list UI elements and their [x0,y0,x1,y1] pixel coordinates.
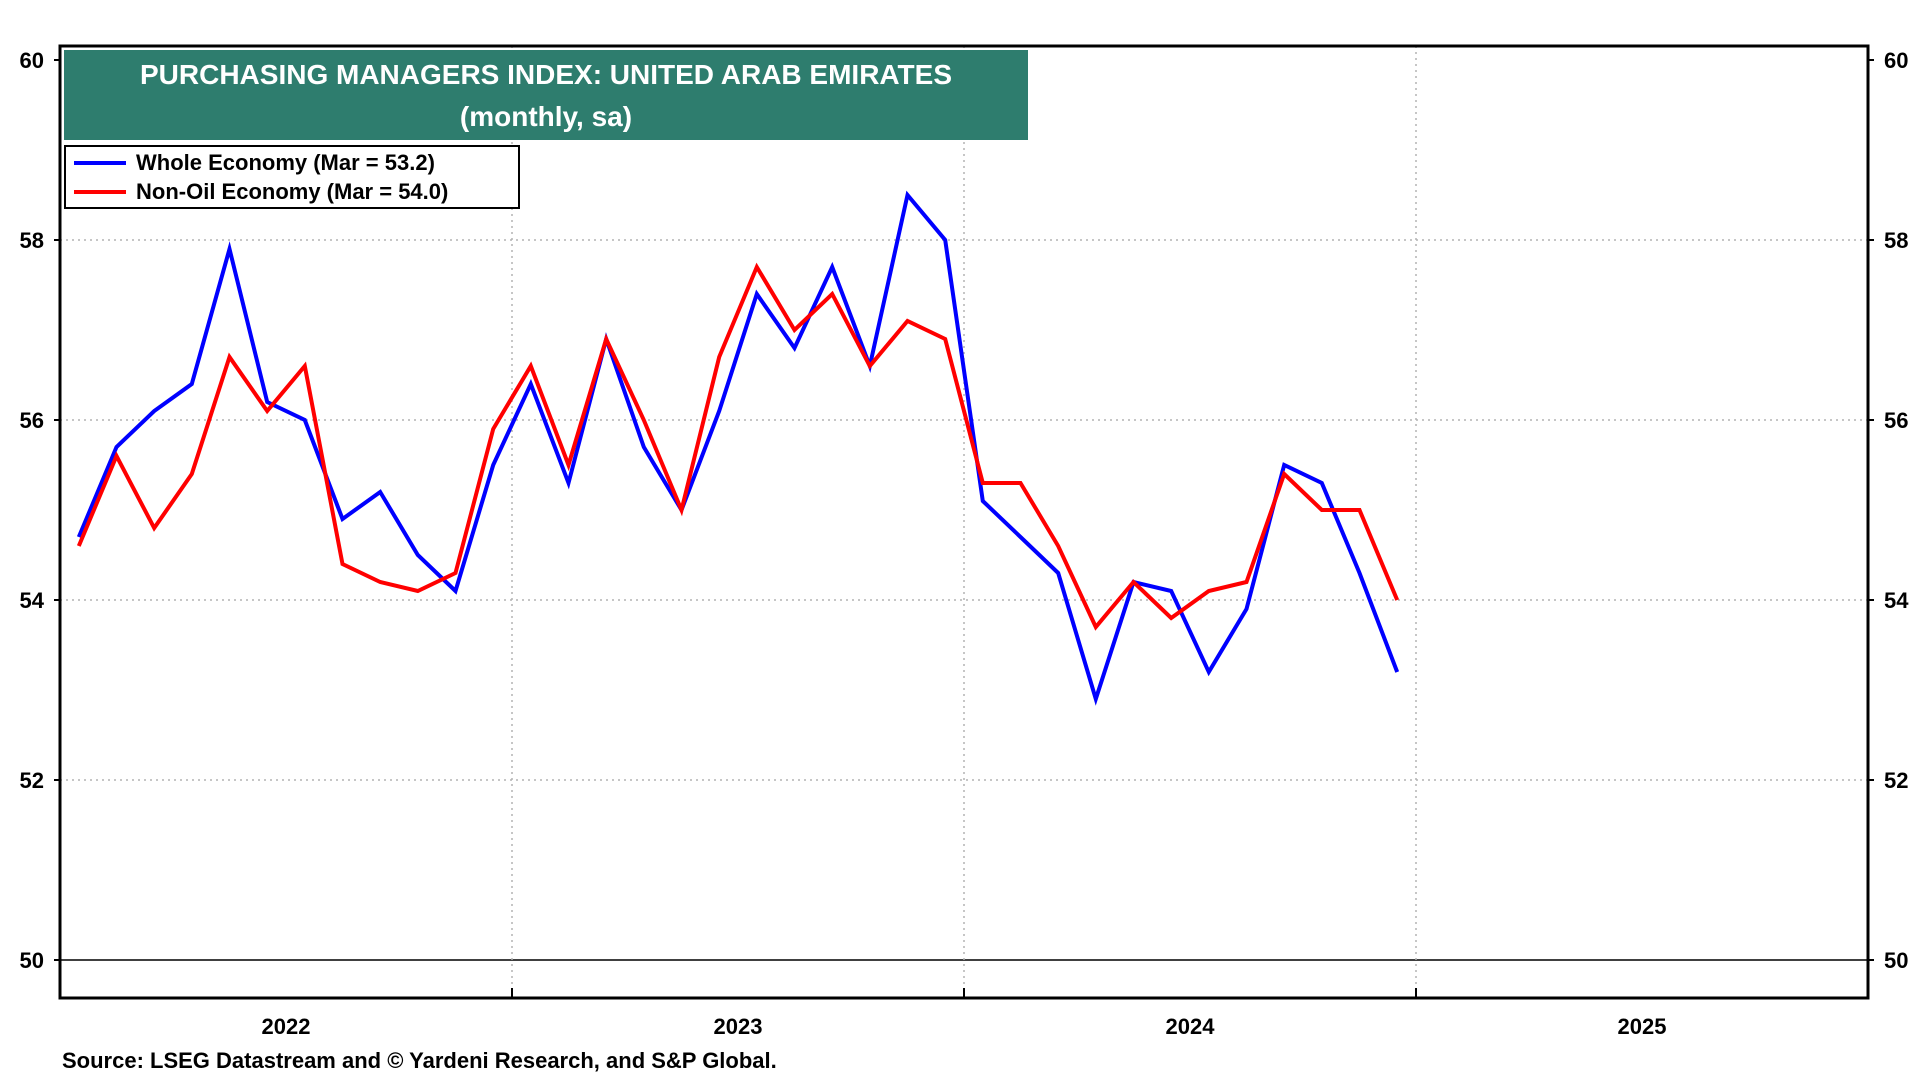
legend-item-whole: Whole Economy (Mar = 53.2) [66,149,518,176]
chart-subtitle: (monthly, sa) [459,101,633,132]
source-note: Source: LSEG Datastream and © Yardeni Re… [62,1048,777,1073]
plot-frame [58,44,1870,1000]
legend-label-nonoil: Non-Oil Economy (Mar = 54.0) [136,178,449,204]
chart-title-box: PURCHASING MANAGERS INDEX: UNITED ARAB E… [64,50,1028,140]
series-line-non-oil-economy [76,262,1400,631]
y-tick-left-52: 52 [20,768,44,793]
legend-swatch-whole [74,160,126,165]
grid-layer [60,46,1868,998]
y-tick-right-56: 56 [1884,408,1908,433]
y-tick-right-58: 58 [1884,228,1908,253]
label-layer: 50 50 52 52 54 54 56 56 58 58 60 60 2022 2023 2024 2025 [20,48,1910,1039]
y-tick-right-60: 60 [1884,48,1908,73]
x-tick-label-2025: 2025 [1618,1014,1667,1039]
x-tick-label-2023: 2023 [714,1014,763,1039]
axis-layer [54,44,1874,1000]
legend-label-whole: Whole Economy (Mar = 53.2) [136,149,435,175]
y-tick-right-54: 54 [1884,588,1909,613]
y-tick-right-52: 52 [1884,768,1908,793]
y-tick-left-58: 58 [20,228,44,253]
y-tick-left-60: 60 [20,48,44,73]
legend-swatch-nonoil [74,189,126,194]
x-tick-label-2024: 2024 [1166,1014,1216,1039]
chart-title: PURCHASING MANAGERS INDEX: UNITED ARAB E… [139,59,953,90]
y-tick-left-54: 54 [20,588,45,613]
series-line-whole-economy [76,190,1400,706]
legend-item-nonoil: Non-Oil Economy (Mar = 54.0) [66,178,518,205]
legend: Whole Economy (Mar = 53.2) Non-Oil Econo… [64,145,520,209]
series-layer [76,190,1400,706]
y-tick-left-50: 50 [20,948,44,973]
x-tick-label-2022: 2022 [262,1014,311,1039]
y-tick-right-50: 50 [1884,948,1908,973]
y-tick-left-56: 56 [20,408,44,433]
